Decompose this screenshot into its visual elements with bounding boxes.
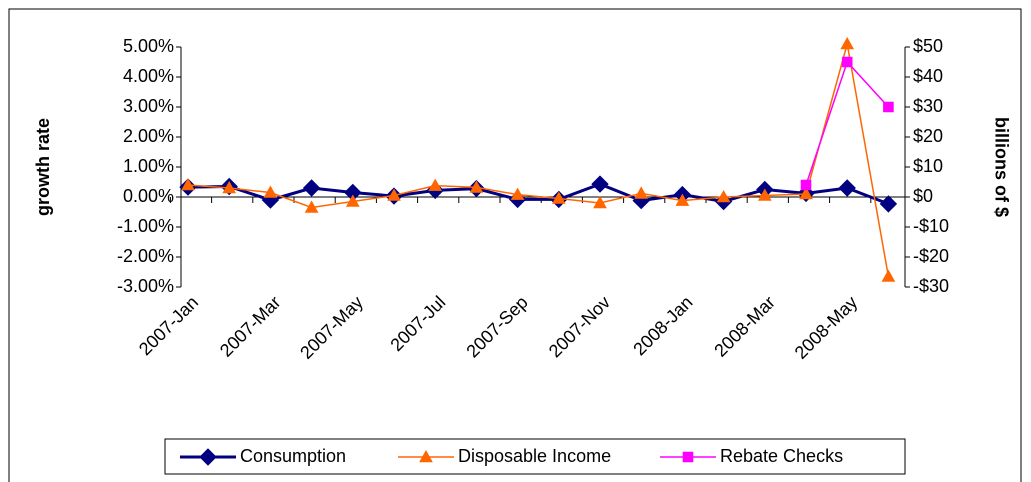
data-point [304, 200, 319, 213]
data-point [591, 175, 609, 193]
y2-tick-label: -$30 [913, 276, 949, 296]
data-point [222, 180, 237, 194]
y-tick-label: 1.00% [123, 156, 174, 176]
y2-tick-label: $40 [913, 66, 943, 86]
legend-label: Disposable Income [458, 446, 611, 466]
y2-tick-label: $20 [913, 126, 943, 146]
y2-tick-label: $10 [913, 156, 943, 176]
y2-tick-label: $30 [913, 96, 943, 116]
y2-axis-title: billions of $ [991, 117, 1011, 217]
y-tick-label: 0.00% [123, 186, 174, 206]
data-point [428, 178, 443, 191]
data-point [716, 189, 731, 203]
data-point [757, 188, 772, 201]
data-point [263, 185, 278, 198]
data-point [510, 187, 525, 200]
y2-tick-label: -$10 [913, 216, 949, 236]
data-point [881, 269, 896, 282]
data-point [551, 191, 566, 204]
series-line [187, 43, 890, 277]
data-point [841, 56, 853, 68]
data-point [302, 179, 321, 197]
y-tick-label: -3.00% [117, 276, 174, 296]
y-axis-title: growth rate [33, 118, 53, 216]
data-point [879, 195, 898, 213]
data-point [345, 194, 360, 207]
y2-tick-label: $50 [913, 36, 943, 56]
y-tick-label: -1.00% [117, 216, 174, 236]
data-point [838, 179, 856, 197]
data-point [840, 36, 855, 50]
data-point [469, 180, 484, 193]
y-tick-label: 4.00% [123, 66, 174, 86]
data-point [800, 179, 812, 191]
data-point [181, 177, 195, 191]
y2-tick-label: -$20 [913, 246, 949, 266]
legend-label: Rebate Checks [720, 446, 843, 466]
data-point [387, 188, 401, 201]
y-tick-label: 3.00% [123, 96, 174, 116]
y-tick-label: 5.00% [123, 36, 174, 56]
y2-tick-label: $0 [913, 186, 933, 206]
y-tick-label: -2.00% [117, 246, 174, 266]
chart-frame [8, 8, 1022, 482]
legend-marker [682, 451, 694, 463]
legend-marker [419, 449, 433, 463]
data-point [675, 193, 690, 206]
legend-box [164, 438, 906, 475]
data-point [593, 195, 607, 209]
y-tick-label: 2.00% [123, 126, 174, 146]
legend-label: Consumption [240, 446, 346, 466]
data-point [634, 186, 649, 199]
legend-marker [199, 448, 217, 466]
data-point [799, 186, 813, 200]
data-point [883, 101, 894, 113]
